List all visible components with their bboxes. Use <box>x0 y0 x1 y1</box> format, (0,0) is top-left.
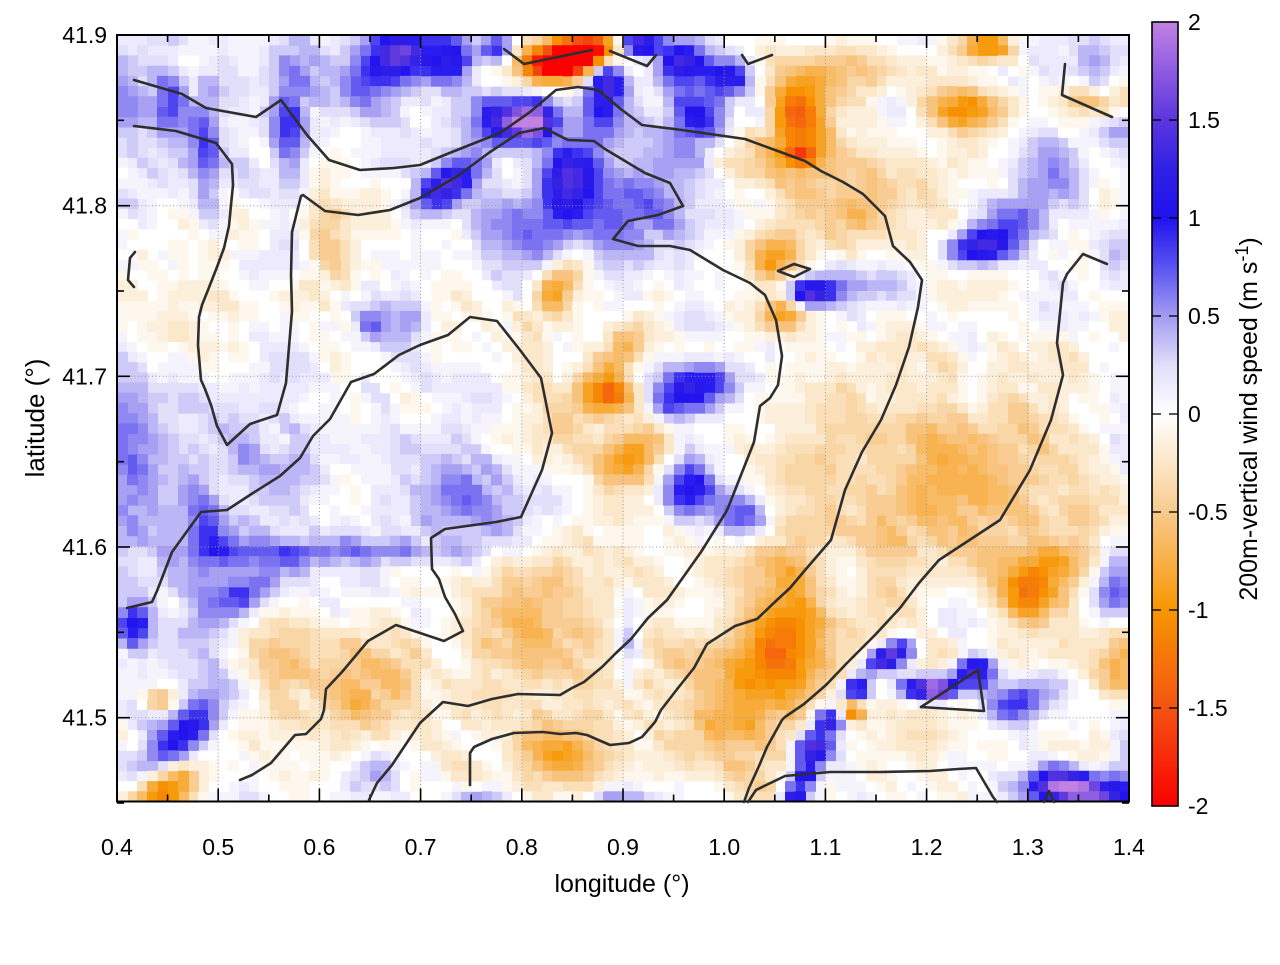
svg-text:0.8: 0.8 <box>506 834 538 860</box>
svg-text:0.6: 0.6 <box>303 834 335 860</box>
svg-text:2: 2 <box>1188 9 1201 35</box>
svg-text:0.4: 0.4 <box>101 834 133 860</box>
svg-text:41.6: 41.6 <box>62 534 107 560</box>
svg-text:1.1: 1.1 <box>809 834 841 860</box>
svg-text:1.0: 1.0 <box>708 834 740 860</box>
svg-text:1: 1 <box>1188 205 1201 231</box>
svg-text:-2: -2 <box>1188 793 1208 819</box>
svg-text:0.5: 0.5 <box>1188 303 1220 329</box>
svg-text:1.4: 1.4 <box>1113 834 1145 860</box>
svg-text:1.3: 1.3 <box>1012 834 1044 860</box>
svg-text:0.5: 0.5 <box>202 834 234 860</box>
svg-text:41.5: 41.5 <box>62 705 107 731</box>
svg-text:latitude (°): latitude (°) <box>20 359 50 478</box>
svg-text:-1.5: -1.5 <box>1188 695 1228 721</box>
svg-text:41.9: 41.9 <box>62 22 107 48</box>
svg-text:200m-vertical wind speed (m s-: 200m-vertical wind speed (m s-1) <box>1232 237 1263 600</box>
svg-text:0: 0 <box>1188 401 1201 427</box>
svg-text:-1: -1 <box>1188 597 1208 623</box>
svg-text:1.5: 1.5 <box>1188 107 1220 133</box>
svg-text:0.7: 0.7 <box>405 834 437 860</box>
svg-text:0.9: 0.9 <box>607 834 639 860</box>
svg-text:1.2: 1.2 <box>911 834 943 860</box>
svg-text:41.7: 41.7 <box>62 363 107 389</box>
svg-text:41.8: 41.8 <box>62 193 107 219</box>
svg-text:-0.5: -0.5 <box>1188 499 1228 525</box>
svg-text:longitude (°): longitude (°) <box>554 870 689 898</box>
